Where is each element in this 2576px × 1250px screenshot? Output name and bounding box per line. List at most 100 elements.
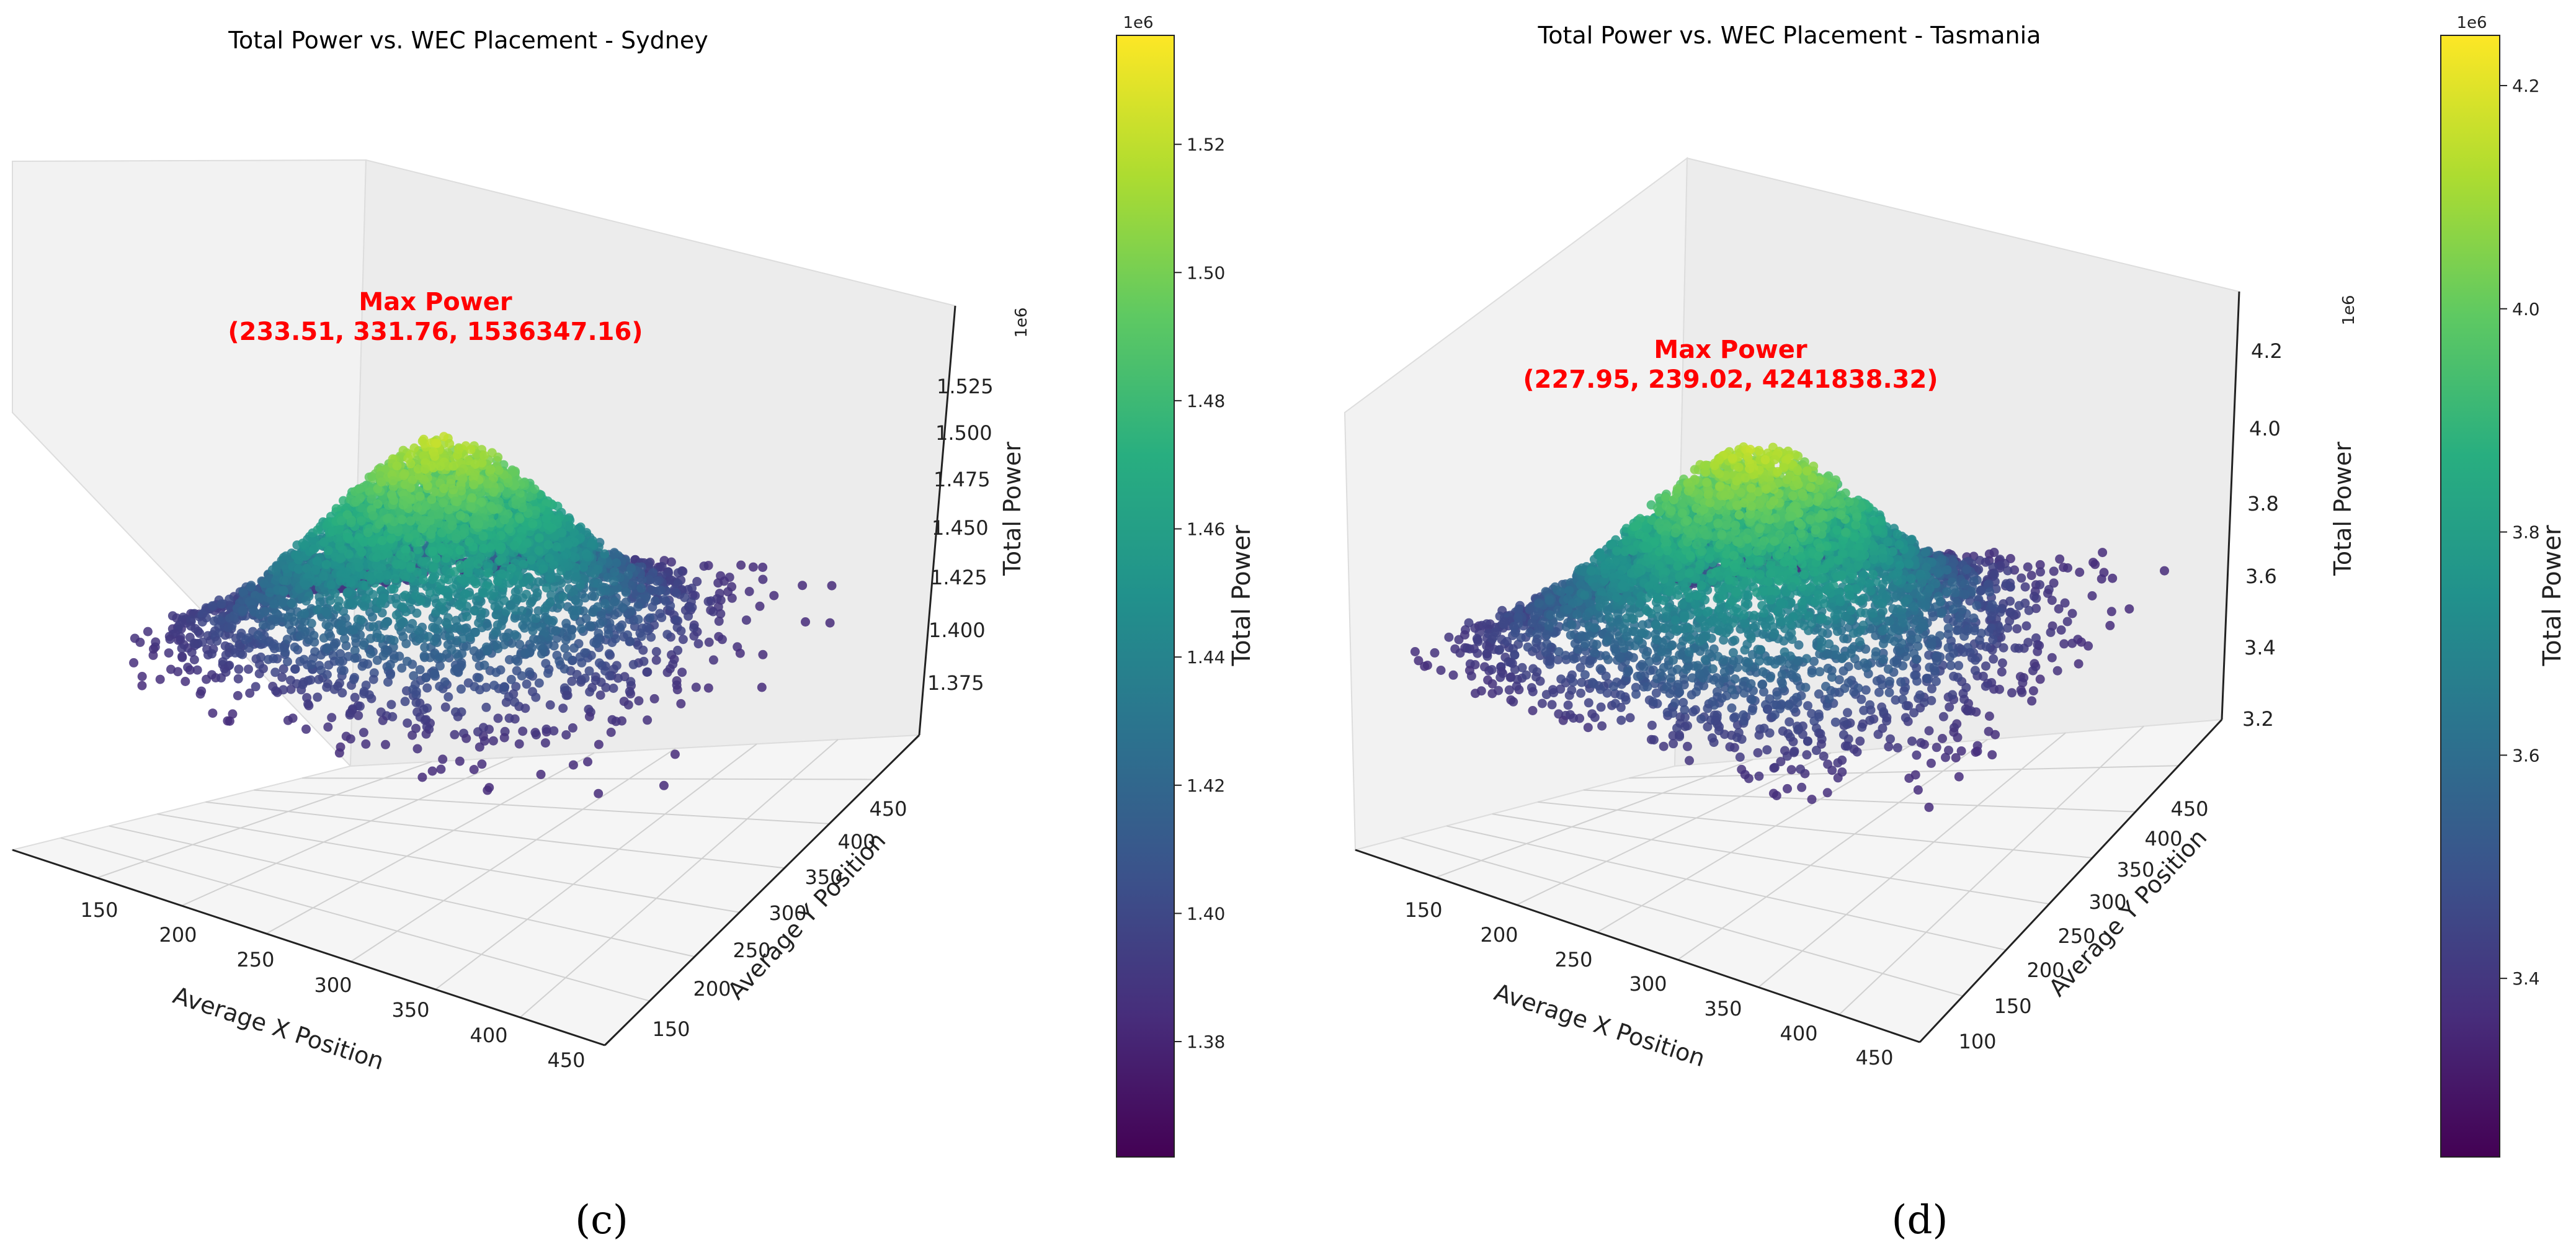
scatter-point bbox=[441, 553, 451, 563]
scatter-point bbox=[359, 537, 368, 547]
scatter-point bbox=[651, 655, 661, 665]
scatter-point bbox=[561, 690, 571, 700]
scatter-point bbox=[569, 610, 579, 620]
x-axis-line bbox=[12, 849, 605, 1047]
scatter-point bbox=[349, 625, 359, 635]
scatter-point bbox=[417, 556, 427, 566]
scatter-point bbox=[448, 461, 458, 471]
scatter-point bbox=[474, 618, 484, 628]
grid-line bbox=[435, 743, 757, 990]
scatter-point bbox=[430, 451, 440, 461]
scatter-point bbox=[406, 516, 416, 526]
scatter-point bbox=[672, 685, 682, 695]
scatter-point bbox=[515, 514, 525, 524]
scatter-point bbox=[625, 687, 635, 697]
scatter-point bbox=[662, 630, 672, 640]
scatter-point bbox=[510, 630, 520, 640]
scatter-point bbox=[432, 439, 442, 449]
scatter-point bbox=[503, 478, 513, 488]
scatter-point bbox=[576, 675, 586, 685]
scatter-point bbox=[430, 669, 440, 679]
scatter-point bbox=[545, 700, 555, 710]
scatter-point bbox=[744, 587, 754, 596]
scatter-point bbox=[576, 624, 586, 634]
scatter-point bbox=[404, 533, 413, 543]
scatter-point bbox=[545, 573, 555, 583]
scatter-point bbox=[541, 725, 551, 734]
scatter-point bbox=[386, 534, 396, 544]
scatter-point bbox=[735, 648, 745, 658]
scatter-point bbox=[491, 627, 501, 636]
scatter-point bbox=[301, 596, 311, 606]
scatter-point bbox=[504, 524, 514, 534]
scatter-point bbox=[678, 635, 688, 645]
scatter-point bbox=[368, 612, 377, 622]
scatter-point bbox=[223, 623, 233, 633]
scatter-point bbox=[241, 635, 251, 645]
scatter-point bbox=[515, 640, 525, 650]
scatter-point bbox=[433, 624, 443, 634]
scatter-point bbox=[594, 658, 604, 668]
scatter-point bbox=[502, 488, 512, 498]
scatter-point bbox=[310, 637, 319, 647]
scatter-point bbox=[312, 577, 322, 586]
scatter-point bbox=[462, 612, 472, 622]
scatter-point bbox=[825, 618, 835, 628]
scatter-point bbox=[238, 605, 247, 615]
scatter-point bbox=[385, 659, 395, 669]
scatter-point bbox=[676, 626, 686, 636]
scatter-point bbox=[755, 601, 765, 611]
scatter-points bbox=[129, 432, 837, 798]
scatter-point bbox=[571, 596, 581, 605]
scatter-point bbox=[361, 581, 371, 591]
scatter-point bbox=[518, 726, 528, 736]
scatter-point bbox=[429, 463, 439, 473]
scatter-point bbox=[585, 687, 595, 697]
scatter-point bbox=[621, 587, 631, 597]
scatter-point bbox=[300, 609, 310, 618]
scatter-point bbox=[540, 603, 550, 613]
scatter-point bbox=[389, 636, 399, 646]
scatter-point bbox=[143, 627, 153, 636]
scatter-point bbox=[287, 599, 296, 608]
scatter-point bbox=[615, 622, 625, 632]
scatter-point bbox=[605, 671, 615, 681]
scatter-point bbox=[490, 602, 500, 611]
scatter-point bbox=[481, 702, 491, 712]
scatter-point bbox=[504, 713, 514, 723]
scatter-point bbox=[418, 574, 428, 584]
scatter-point bbox=[425, 587, 435, 597]
scatter-point bbox=[287, 625, 296, 635]
chart-title: Total Power vs. WEC Placement - Sydney bbox=[228, 27, 708, 54]
scatter-point bbox=[435, 682, 445, 691]
scatter-point bbox=[453, 712, 463, 721]
scatter-point bbox=[671, 588, 681, 598]
scatter-point bbox=[601, 682, 611, 692]
scatter-point bbox=[595, 618, 605, 628]
scatter-point bbox=[396, 619, 406, 629]
scatter-point bbox=[389, 496, 399, 505]
scatter-point bbox=[447, 645, 457, 654]
scatter-point bbox=[414, 634, 424, 644]
scatter-point bbox=[388, 476, 398, 486]
scatter-point bbox=[568, 723, 577, 733]
scatter-point bbox=[383, 514, 392, 524]
scatter-point bbox=[398, 602, 408, 612]
scatter-point bbox=[442, 619, 452, 628]
scatter-point bbox=[282, 635, 292, 645]
scatter-point bbox=[450, 567, 460, 576]
scatter-point bbox=[253, 630, 263, 640]
scatter-point bbox=[489, 505, 499, 514]
scatter-point bbox=[368, 674, 378, 684]
scatter-point bbox=[269, 599, 279, 609]
scatter-point bbox=[758, 650, 768, 659]
scatter-point bbox=[536, 641, 545, 651]
scatter-point bbox=[623, 700, 633, 710]
scatter-point bbox=[570, 553, 580, 563]
scatter-point bbox=[717, 635, 727, 645]
scatter-point bbox=[593, 578, 603, 588]
scatter-point bbox=[344, 534, 354, 544]
scatter-point bbox=[693, 639, 703, 649]
scatter-point bbox=[375, 519, 385, 529]
scatter-point bbox=[415, 537, 425, 547]
